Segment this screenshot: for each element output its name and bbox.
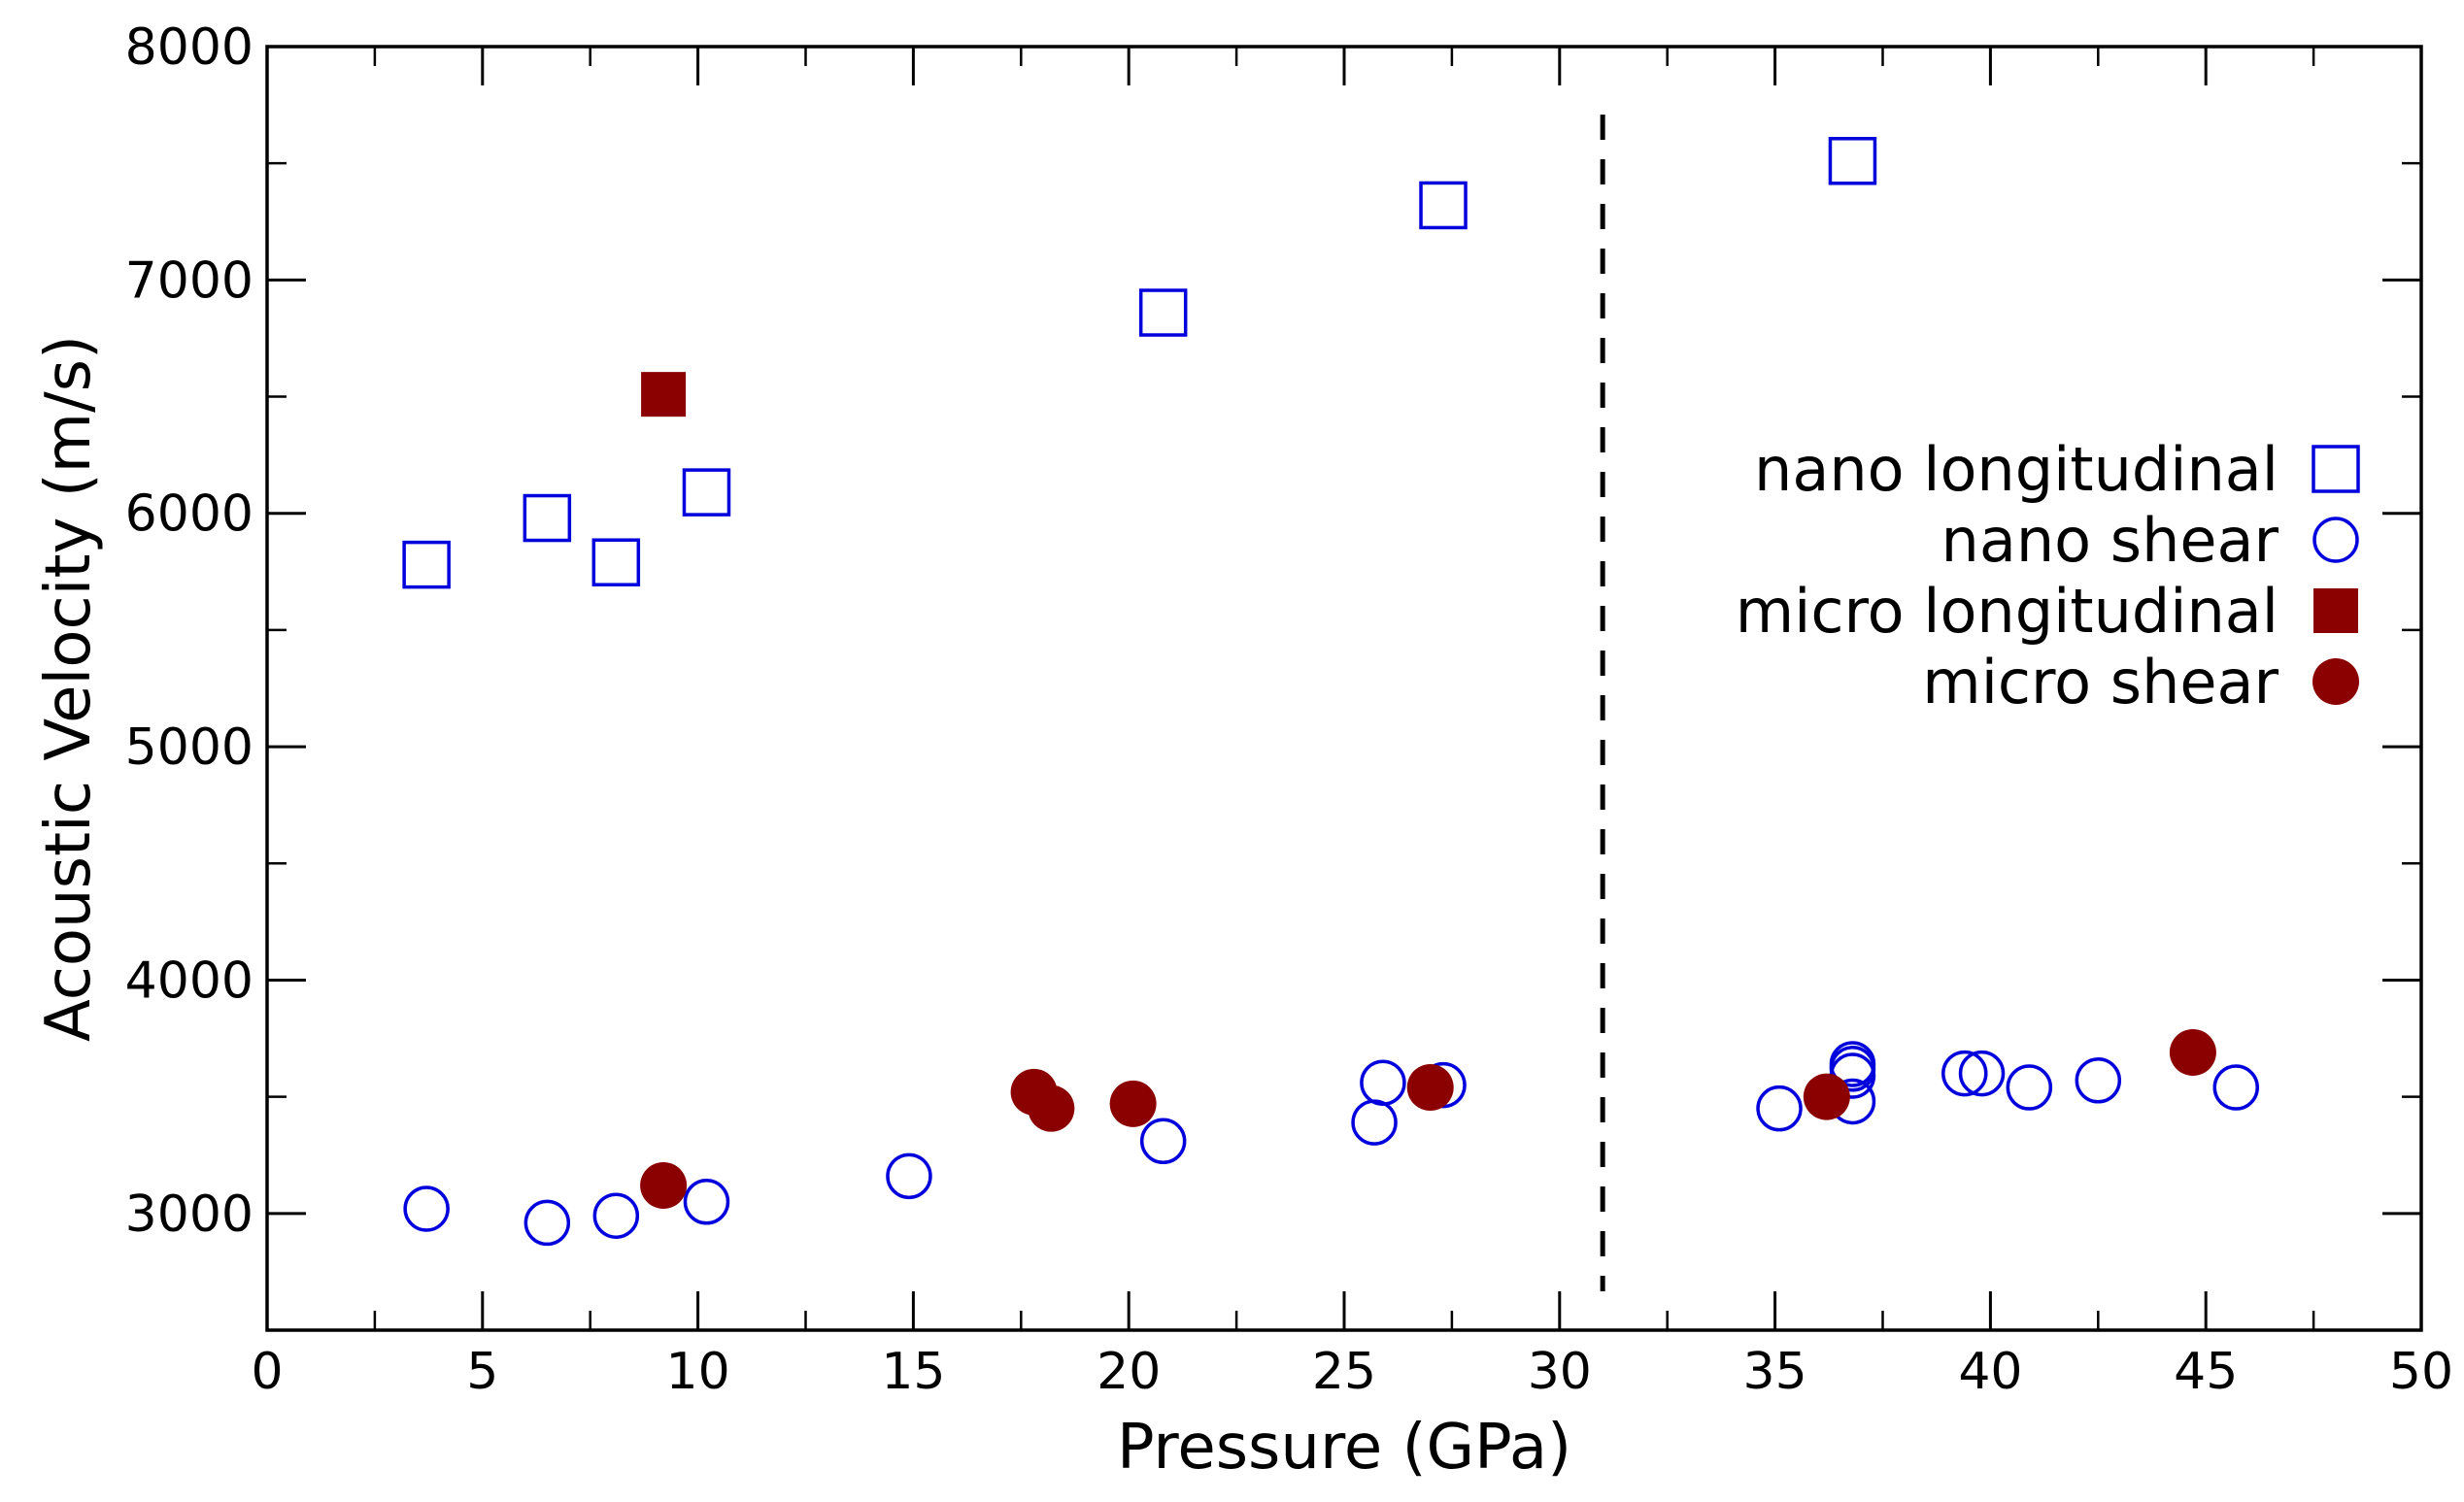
- nano-shear-point: [2006, 1064, 2053, 1111]
- nano-longitudinal-point: [402, 540, 451, 589]
- y-tick-label: 6000: [125, 485, 253, 544]
- nano-shear-point: [1958, 1050, 2006, 1097]
- nano-longitudinal-point: [1828, 137, 1877, 185]
- x-tick-label: 0: [251, 1343, 283, 1401]
- series-nano-longitudinal: [402, 137, 1877, 589]
- legend-label-nano-longitudinal: nano longitudinal: [1754, 434, 2278, 505]
- nano-shear-point: [1829, 1041, 1876, 1087]
- x-tick-label: 5: [466, 1343, 498, 1401]
- legend-marker-micro-shear: [2312, 658, 2359, 705]
- nano-shear-point: [1941, 1050, 1988, 1097]
- micro-longitudinal-point: [641, 372, 687, 417]
- micro-shear-point: [1028, 1085, 1075, 1132]
- y-tick-label: 3000: [125, 1185, 253, 1244]
- micro-shear-point: [1803, 1073, 1850, 1120]
- x-tick-label: 15: [881, 1343, 945, 1401]
- x-tick-label: 25: [1312, 1343, 1376, 1401]
- x-tick-label: 10: [666, 1343, 730, 1401]
- micro-shear-point: [1406, 1064, 1454, 1112]
- micro-shear-point: [2169, 1028, 2216, 1076]
- data-marks-layer: [402, 137, 2260, 1247]
- legend-label-nano-shear: nano shear: [1941, 505, 2279, 576]
- x-tick-label: 45: [2174, 1343, 2238, 1401]
- legend-marker-nano-shear: [2312, 517, 2359, 563]
- legend-label-micro-longitudinal: micro longitudinal: [1736, 576, 2278, 647]
- x-tick-label: 20: [1097, 1343, 1161, 1401]
- nano-longitudinal-point: [591, 538, 641, 586]
- series-nano-shear: [403, 1041, 2260, 1247]
- nano-longitudinal-point: [1138, 288, 1188, 337]
- ticks-layer: 0 5 10 15 20 25 30 35 40 45 50 3000 4000 5000 6000 7000…: [125, 18, 2453, 1401]
- x-tick-label: 35: [1743, 1343, 1807, 1401]
- nano-longitudinal-point: [523, 493, 572, 543]
- nano-shear-point: [2212, 1064, 2260, 1111]
- x-tick-label: 50: [2389, 1343, 2453, 1401]
- nano-longitudinal-point: [682, 468, 731, 517]
- y-tick-label: 7000: [125, 251, 253, 310]
- legend-label-micro-shear: micro shear: [1922, 647, 2278, 718]
- x-tick-label: 40: [1958, 1343, 2022, 1401]
- nano-shear-point: [1139, 1118, 1187, 1165]
- nano-shear-point: [2075, 1057, 2122, 1104]
- series-micro-longitudinal: [641, 372, 687, 417]
- x-tick-label: 30: [1528, 1343, 1592, 1401]
- y-tick-label: 5000: [125, 718, 253, 777]
- y-tick-label: 4000: [125, 951, 253, 1010]
- x-axis-title: Pressure (GPa): [1117, 1412, 1571, 1484]
- y-tick-label: 8000: [125, 18, 253, 77]
- nano-shear-point: [886, 1152, 932, 1200]
- micro-shear-point: [640, 1161, 688, 1209]
- y-axis-title: Acoustic Velocity (m/s): [33, 335, 105, 1042]
- nano-shear-point: [1756, 1085, 1803, 1132]
- legend-marker-nano-longitudinal: [2312, 445, 2360, 493]
- micro-shear-point: [1109, 1080, 1157, 1127]
- nano-shear-point: [523, 1199, 571, 1247]
- nano-shear-point: [403, 1185, 450, 1232]
- series-micro-shear: [640, 1028, 2216, 1209]
- legend-marker-micro-longitudinal: [2313, 588, 2358, 633]
- nano-shear-point: [592, 1192, 640, 1239]
- nano-shear-point: [1360, 1059, 1406, 1106]
- nano-longitudinal-point: [1419, 181, 1468, 230]
- nano-shear-point: [683, 1179, 730, 1225]
